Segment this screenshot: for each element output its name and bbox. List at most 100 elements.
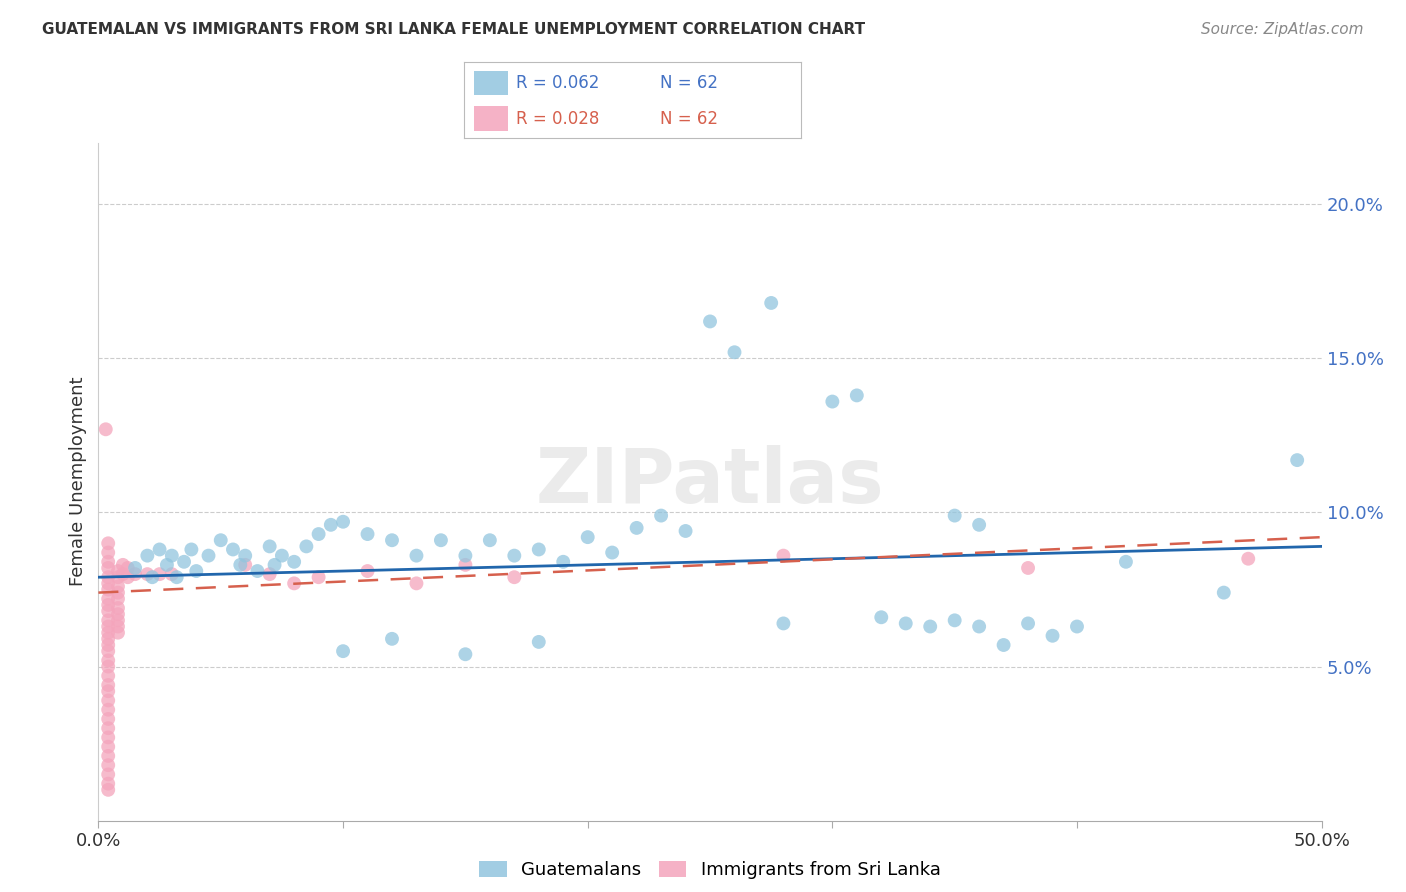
Point xyxy=(97,653,120,667)
Point xyxy=(967,619,990,633)
Point xyxy=(870,610,893,624)
Point xyxy=(454,647,477,661)
Point xyxy=(97,570,120,584)
Point xyxy=(97,582,120,597)
Point xyxy=(166,570,188,584)
Point xyxy=(107,585,129,599)
Point xyxy=(503,549,526,563)
Point xyxy=(107,613,129,627)
Point xyxy=(263,558,285,572)
Point xyxy=(576,530,599,544)
Point xyxy=(97,693,120,707)
Text: R = 0.028: R = 0.028 xyxy=(516,110,599,128)
Point xyxy=(675,524,697,538)
Point xyxy=(270,549,294,563)
Point xyxy=(430,533,453,548)
Point xyxy=(209,533,232,548)
Point xyxy=(650,508,672,523)
Point xyxy=(117,561,139,575)
Point xyxy=(503,570,526,584)
Bar xyxy=(474,70,508,95)
Point xyxy=(156,558,179,572)
Point xyxy=(97,536,120,550)
Point xyxy=(943,508,966,523)
Point xyxy=(107,591,129,606)
Point xyxy=(283,576,305,591)
Point xyxy=(160,567,183,582)
Text: GUATEMALAN VS IMMIGRANTS FROM SRI LANKA FEMALE UNEMPLOYMENT CORRELATION CHART: GUATEMALAN VS IMMIGRANTS FROM SRI LANKA … xyxy=(42,22,865,37)
Point xyxy=(107,601,129,615)
Text: R = 0.062: R = 0.062 xyxy=(516,74,599,92)
Point xyxy=(626,521,648,535)
Point xyxy=(97,659,120,673)
Point xyxy=(97,669,120,683)
Point xyxy=(222,542,245,557)
Point xyxy=(97,591,120,606)
Point xyxy=(1212,585,1234,599)
Point xyxy=(107,619,129,633)
Point xyxy=(117,570,139,584)
Point xyxy=(553,555,575,569)
Point xyxy=(107,625,129,640)
Bar xyxy=(474,106,508,130)
Point xyxy=(920,619,942,633)
Point xyxy=(97,576,120,591)
Text: N = 62: N = 62 xyxy=(659,110,717,128)
Point xyxy=(527,635,550,649)
Point xyxy=(97,632,120,646)
Point xyxy=(319,517,342,532)
Point xyxy=(229,558,252,572)
Point xyxy=(356,564,378,578)
Text: ZIPatlas: ZIPatlas xyxy=(536,445,884,518)
Point xyxy=(405,549,427,563)
Point xyxy=(233,558,256,572)
Point xyxy=(107,564,129,578)
Point xyxy=(308,570,330,584)
Point xyxy=(186,564,208,578)
Legend: Guatemalans, Immigrants from Sri Lanka: Guatemalans, Immigrants from Sri Lanka xyxy=(472,854,948,886)
Point xyxy=(405,576,427,591)
Point xyxy=(381,533,404,548)
Point xyxy=(160,549,183,563)
Point xyxy=(1042,629,1064,643)
Point xyxy=(1286,453,1309,467)
Point xyxy=(1115,555,1137,569)
Point xyxy=(97,739,120,754)
Point xyxy=(821,394,844,409)
Point xyxy=(97,721,120,735)
Point xyxy=(1066,619,1088,633)
Point xyxy=(600,545,623,559)
Point xyxy=(180,542,202,557)
Point xyxy=(149,567,172,582)
Point xyxy=(107,607,129,622)
Point xyxy=(967,517,990,532)
Point xyxy=(136,567,159,582)
Point xyxy=(97,684,120,698)
Point xyxy=(772,549,794,563)
Point xyxy=(97,638,120,652)
Point xyxy=(283,555,305,569)
Point xyxy=(97,712,120,726)
Point xyxy=(259,540,281,554)
Point xyxy=(295,540,318,554)
Point xyxy=(723,345,745,359)
Point xyxy=(97,777,120,791)
Point xyxy=(94,422,117,436)
Text: N = 62: N = 62 xyxy=(659,74,717,92)
Point xyxy=(97,703,120,717)
Point xyxy=(97,555,120,569)
Point xyxy=(141,570,163,584)
Point xyxy=(1017,616,1039,631)
Point xyxy=(97,613,120,627)
Point xyxy=(136,549,159,563)
Point xyxy=(173,555,195,569)
Point xyxy=(97,644,120,658)
Point xyxy=(149,542,172,557)
Point xyxy=(527,542,550,557)
Point xyxy=(259,567,281,582)
Point xyxy=(454,558,477,572)
Point xyxy=(699,314,721,328)
Point xyxy=(97,758,120,772)
Point xyxy=(97,748,120,763)
Point xyxy=(246,564,269,578)
